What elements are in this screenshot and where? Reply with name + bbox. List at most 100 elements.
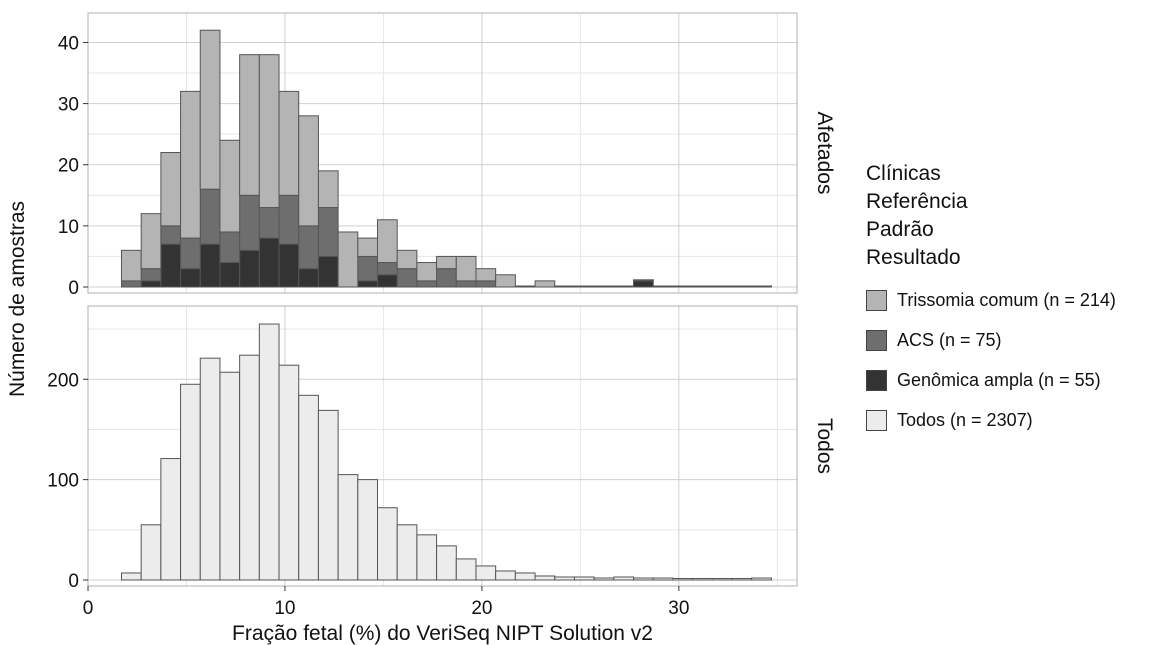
y-tick-label: 200 (47, 370, 79, 391)
bar (613, 576, 635, 581)
bar (160, 243, 182, 288)
bar (396, 524, 418, 581)
bar (337, 231, 359, 288)
y-tick-label: 10 (58, 217, 79, 238)
bar (199, 357, 221, 581)
bar (711, 285, 733, 288)
bar (416, 262, 438, 282)
facet-strip-label: Afetados (813, 112, 836, 195)
legend-item-acs: ACS (n = 75) (866, 320, 1116, 360)
x-tick-label: 30 (668, 598, 689, 619)
y-tick-label: 20 (58, 156, 79, 177)
y-tick-label: 0 (68, 278, 79, 299)
bar (711, 578, 733, 581)
y-axis-title: Número de amostras (6, 201, 29, 397)
bar (219, 231, 241, 264)
bar (455, 255, 477, 282)
bar (633, 280, 654, 288)
panel-todos: 0 100 200 Todos (47, 305, 836, 592)
legend-item-trissomia: Trissomia comum (n = 214) (866, 280, 1116, 320)
bar (455, 558, 477, 581)
bar (475, 565, 497, 581)
bar (377, 262, 398, 276)
x-axis-title: Fração fetal (%) do VeriSeq NIPT Solutio… (232, 622, 653, 645)
bar (692, 285, 713, 288)
bar (180, 90, 201, 239)
bar (298, 225, 319, 270)
bar (278, 90, 300, 196)
facet-strip-label: Todos (813, 418, 836, 474)
bar (731, 578, 753, 581)
bar (633, 577, 654, 581)
bar (120, 249, 142, 282)
bar (514, 285, 536, 288)
bar (180, 383, 201, 581)
bar (140, 213, 162, 270)
bar (140, 524, 162, 581)
panel-border (87, 12, 798, 294)
bar (357, 255, 379, 282)
bar (258, 237, 280, 288)
bar (140, 280, 162, 288)
y-tick-label: 40 (58, 33, 79, 54)
bar (337, 474, 359, 581)
bar (258, 54, 280, 209)
bar (239, 194, 260, 251)
bar (160, 225, 182, 245)
legend-item-genomica: Genômica ampla (n = 55) (866, 360, 1116, 400)
bar (751, 577, 772, 581)
bar (416, 534, 438, 581)
bar (652, 285, 674, 288)
bar (180, 237, 201, 270)
bar (357, 479, 379, 581)
bar (160, 152, 182, 227)
bar (278, 243, 300, 288)
legend-label: Trissomia comum (n = 214) (897, 289, 1116, 310)
bar (593, 285, 615, 288)
bar (751, 285, 772, 288)
bar (436, 545, 457, 581)
bar (613, 285, 635, 288)
legend-swatch (866, 329, 887, 351)
legend-item-todos: Todos (n = 2307) (866, 400, 1116, 440)
legend-swatch (866, 409, 887, 431)
x-tick-label: 20 (471, 598, 492, 619)
bar (731, 285, 753, 288)
bar (199, 29, 221, 190)
legend-title-line: Resultado (866, 246, 961, 269)
bar (495, 274, 516, 288)
y-tick-label: 100 (47, 471, 79, 492)
bar (140, 268, 162, 282)
legend-title: Clínicas Referência Padrão Resultado (866, 160, 1116, 272)
x-tick-label: 0 (83, 598, 94, 619)
bar (120, 572, 142, 581)
bar (180, 268, 201, 288)
bar (298, 268, 319, 288)
legend-label: Genômica ampla (n = 55) (897, 369, 1101, 390)
bar (278, 194, 300, 245)
bar (258, 207, 280, 239)
bar (377, 274, 398, 288)
bar (633, 279, 654, 282)
bar (652, 577, 674, 581)
y-tick-label: 0 (68, 571, 79, 592)
bar (495, 570, 516, 581)
legend-title-line: Clínicas (866, 162, 941, 185)
bar (534, 280, 556, 288)
bar (239, 249, 260, 288)
bar (672, 285, 694, 288)
y-tick-label: 30 (58, 95, 79, 116)
bar (239, 54, 260, 196)
bar (258, 323, 280, 581)
legend: Clínicas Referência Padrão Resultado Tri… (866, 160, 1116, 440)
bar (317, 409, 339, 581)
bar (672, 578, 694, 581)
panel-border (87, 305, 798, 587)
bar (377, 507, 398, 581)
bar (357, 280, 379, 288)
bar (573, 285, 595, 288)
bar (278, 364, 300, 581)
bar (298, 394, 319, 581)
bar (436, 255, 457, 270)
